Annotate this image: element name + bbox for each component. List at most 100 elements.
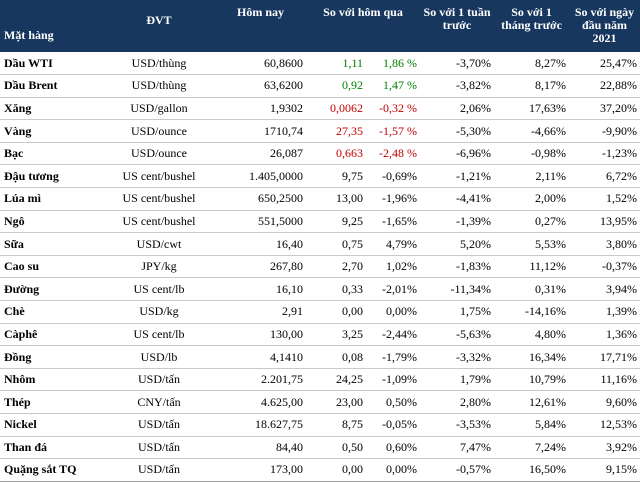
change-percent: 1,47 % [366, 74, 421, 98]
price-today: 267,80 [215, 255, 306, 279]
change-value: 24,25 [306, 368, 366, 392]
table-body: Dầu WTI USD/thùng 60,8600 1,11 1,86 % -3,70% 8… [0, 52, 640, 482]
price-today: 26,087 [215, 142, 306, 166]
change-percent: -1,65% [366, 210, 421, 234]
change-week: -3,32% [420, 345, 495, 369]
change-month: 10,79% [494, 368, 570, 392]
header-vs-month: So với 1 tháng trước [494, 0, 570, 52]
item-name: Quặng sắt TQ [0, 458, 103, 482]
change-week: -1,39% [420, 210, 495, 234]
item-unit: USD/tấn [103, 413, 215, 437]
change-value: 27,35 [306, 119, 366, 143]
table-row: Vàng USD/ounce 1710,74 27,35 -1,57 % -5,30% -4… [0, 119, 640, 143]
table-row: Lúa mì US cent/bushel 650,2500 13,00 -1,96% -… [0, 187, 640, 211]
change-week: -5,63% [420, 323, 495, 347]
change-value: 0,33 [306, 277, 366, 302]
item-name: Càphê [0, 323, 103, 347]
change-percent: 0,50% [366, 390, 421, 414]
change-ytd: 17,71% [569, 345, 640, 369]
price-today: 551,5000 [215, 210, 306, 234]
change-ytd: 6,72% [569, 164, 640, 189]
change-percent: -0,05% [366, 413, 421, 437]
change-percent: -0,69% [366, 164, 421, 189]
change-month: 11,12% [494, 255, 570, 279]
change-month: 17,63% [494, 97, 570, 121]
item-name: Nhôm [0, 368, 103, 392]
change-week: -1,21% [420, 164, 495, 189]
change-week: 5,20% [420, 232, 495, 256]
change-ytd: 22,88% [569, 74, 640, 98]
change-week: -4,41% [420, 187, 495, 211]
change-value: 13,00 [306, 187, 366, 211]
header-vs-week: So với 1 tuần trước [420, 0, 495, 52]
item-name: Thép [0, 390, 103, 414]
item-name: Chè [0, 300, 103, 324]
item-unit: USD/tấn [103, 458, 215, 482]
change-week: -3,82% [420, 74, 495, 98]
change-month: 2,00% [494, 187, 570, 211]
price-today: 2,91 [215, 300, 306, 324]
table-row: Đồng USD/lb 4,1410 0,08 -1,79% -3,32% 16,34% 17… [0, 345, 640, 369]
change-ytd: 25,47% [569, 52, 640, 76]
item-unit: USD/tấn [103, 368, 215, 392]
price-today: 4.625,00 [215, 390, 306, 414]
change-week: -3,70% [420, 52, 495, 76]
change-month: 0,27% [494, 210, 570, 234]
change-ytd: -1,23% [569, 142, 640, 166]
table-row: Đậu tương US cent/bushel 1.405,0000 9,75 -0,… [0, 164, 640, 189]
change-ytd: 3,80% [569, 232, 640, 256]
item-unit: USD/kg [103, 300, 215, 324]
table-row: Đường US cent/lb 16,10 0,33 -2,01% -11,34% 0,3… [0, 277, 640, 302]
item-name: Đậu tương [0, 164, 103, 189]
change-month: 8,27% [494, 52, 570, 76]
item-name: Than đá [0, 436, 103, 460]
change-value: 0,92 [306, 74, 366, 98]
change-week: -0,57% [420, 458, 495, 482]
header-unit: ĐVT [103, 0, 215, 52]
change-week: -5,30% [420, 119, 495, 143]
change-percent: -2,48 % [366, 142, 421, 166]
price-today: 2.201,75 [215, 368, 306, 392]
item-name: Dầu Brent [0, 74, 103, 98]
change-ytd: 3,94% [569, 277, 640, 302]
table-row: Xăng USD/gallon 1,9302 0,0062 -0,32 % 2,06% 17… [0, 97, 640, 121]
change-month: -14,16% [494, 300, 570, 324]
table-row: Quặng sắt TQ USD/tấn 173,00 0,00 0,00% -0,57%… [0, 458, 640, 482]
change-percent: 1,02% [366, 255, 421, 279]
item-unit: US cent/lb [103, 277, 215, 302]
header-today: Hôm nay [215, 0, 306, 52]
change-ytd: 1,39% [569, 300, 640, 324]
item-unit: CNY/tấn [103, 390, 215, 414]
change-month: -4,66% [494, 119, 570, 143]
table-row: Cao su JPY/kg 267,80 2,70 1,02% -1,83% 11,12% -… [0, 255, 640, 279]
change-value: 23,00 [306, 390, 366, 414]
price-today: 18.627,75 [215, 413, 306, 437]
change-week: -6,96% [420, 142, 495, 166]
table-row: Càphê US cent/lb 130,00 3,25 -2,44% -5,63% 4,8… [0, 323, 640, 347]
item-name: Sữa [0, 232, 103, 256]
change-month: 5,84% [494, 413, 570, 437]
change-value: 8,75 [306, 413, 366, 437]
item-unit: US cent/lb [103, 323, 215, 347]
change-percent: -0,32 % [366, 97, 421, 121]
price-today: 130,00 [215, 323, 306, 347]
item-name: Cao su [0, 255, 103, 279]
price-today: 60,8600 [215, 52, 306, 76]
change-value: 3,25 [306, 323, 366, 347]
change-week: -11,34% [420, 277, 495, 302]
change-percent: -1,96% [366, 187, 421, 211]
change-month: 16,34% [494, 345, 570, 369]
item-unit: USD/ounce [103, 142, 215, 166]
item-unit: US cent/bushel [103, 187, 215, 211]
price-today: 1710,74 [215, 119, 306, 143]
change-value: 0,0062 [306, 97, 366, 121]
price-today: 1,9302 [215, 97, 306, 121]
change-value: 0,08 [306, 345, 366, 369]
change-percent: -1,79% [366, 345, 421, 369]
change-percent: 4,79% [366, 232, 421, 256]
change-value: 9,25 [306, 210, 366, 234]
table-header-row: Mặt hàng ĐVT Hôm nay So với hôm qua So v… [0, 0, 640, 52]
change-ytd: 1,52% [569, 187, 640, 211]
change-week: -1,83% [420, 255, 495, 279]
